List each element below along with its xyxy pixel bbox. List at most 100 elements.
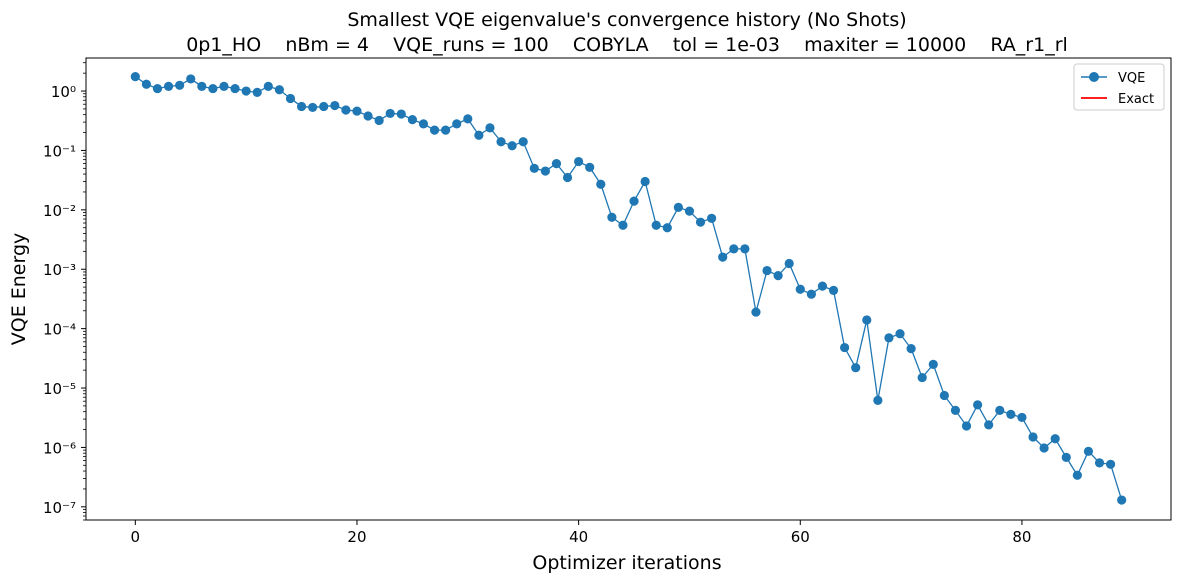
vqe-data-point — [518, 137, 528, 147]
vqe-data-point — [862, 315, 872, 325]
y-axis-label: VQE Energy — [8, 233, 30, 346]
vqe-data-point — [363, 111, 373, 121]
y-tick-label: 10⁻⁵ — [43, 380, 76, 398]
vqe-data-point — [407, 115, 417, 125]
vqe-data-point — [1039, 443, 1049, 453]
x-tick-label: 60 — [791, 528, 810, 546]
vqe-data-point — [130, 72, 140, 82]
vqe-data-point — [1094, 458, 1105, 468]
vqe-data-point — [474, 130, 484, 140]
vqe-data-point — [917, 372, 927, 383]
vqe-data-point — [496, 137, 506, 147]
vqe-data-point — [884, 333, 894, 343]
vqe-data-point — [175, 80, 185, 90]
vqe-data-point — [851, 363, 861, 373]
vqe-data-point — [396, 109, 406, 119]
y-tick-label: 10⁻⁷ — [43, 499, 76, 517]
vqe-data-point — [529, 163, 539, 173]
vqe-data-point — [1083, 446, 1094, 456]
vqe-data-point — [795, 284, 805, 294]
vqe-data-point — [718, 252, 728, 262]
chart-title: Smallest VQE eigenvalue's convergence hi… — [347, 9, 906, 31]
vqe-data-point — [540, 166, 550, 176]
vqe-data-point — [330, 100, 340, 111]
vqe-data-point — [1006, 409, 1016, 419]
vqe-data-point — [695, 217, 706, 227]
vqe-data-point — [562, 172, 573, 183]
legend-vqe-marker — [1089, 72, 1099, 82]
vqe-data-point — [230, 83, 240, 94]
vqe-data-point — [574, 156, 584, 167]
vqe-data-point — [784, 258, 794, 269]
vqe-data-point — [973, 400, 983, 410]
vqe-data-point — [274, 85, 284, 95]
vqe-data-point — [662, 223, 672, 233]
vqe-data-point — [906, 344, 916, 354]
vqe-data-point — [197, 81, 207, 91]
vqe-data-point — [707, 213, 717, 223]
vqe-data-point — [374, 115, 384, 126]
legend-exact-label: Exact — [1118, 92, 1154, 107]
vqe-data-point — [928, 359, 938, 369]
vqe-data-point — [418, 119, 429, 129]
vqe-data-point — [806, 289, 816, 299]
series-layer — [130, 72, 1127, 505]
vqe-data-point — [285, 93, 296, 104]
vqe-data-point — [984, 420, 994, 430]
vqe-data-point — [585, 162, 595, 172]
vqe-data-point — [596, 179, 606, 189]
vqe-data-point — [452, 119, 462, 129]
vqe-data-point — [1050, 434, 1060, 444]
vqe-data-point — [219, 81, 229, 91]
vqe-data-point — [551, 159, 562, 169]
vqe-data-point — [429, 125, 440, 135]
vqe-data-point — [263, 81, 273, 91]
vqe-data-point — [1028, 432, 1038, 442]
vqe-data-point — [961, 421, 972, 431]
vqe-data-point — [640, 176, 650, 187]
y-tick-label: 10⁻⁶ — [43, 439, 76, 457]
vqe-data-point — [773, 271, 783, 281]
vqe-data-point — [252, 87, 262, 97]
x-tick-label: 40 — [569, 528, 588, 546]
vqe-data-point — [618, 220, 628, 230]
vqe-data-point — [441, 125, 451, 135]
vqe-data-point — [939, 390, 949, 401]
vqe-data-point — [1106, 459, 1116, 469]
legend-vqe-label: VQE — [1118, 71, 1145, 86]
y-axis: 10⁻⁷ 10⁻⁶ 10⁻⁵ 10⁻⁴ 10⁻³ 10⁻² 10⁻¹ 10⁰ — [43, 62, 86, 521]
vqe-data-point — [1072, 470, 1082, 480]
vqe-data-point — [141, 79, 151, 89]
vqe-data-point — [319, 101, 329, 112]
y-tick-label: 10⁻³ — [43, 261, 76, 279]
vqe-series-line — [134, 76, 1123, 501]
vqe-data-point — [840, 342, 850, 353]
vqe-data-point — [352, 106, 362, 116]
vqe-data-point — [1061, 452, 1071, 462]
vqe-data-point — [684, 206, 695, 216]
vqe-data-point — [1017, 412, 1027, 423]
chart-subtitle: 0p1_HO nBm = 4 VQE_runs = 100 COBYLA tol… — [186, 34, 1068, 56]
y-tick-label: 10⁻¹ — [43, 142, 76, 160]
vqe-data-point — [208, 83, 218, 94]
vqe-data-point — [1117, 495, 1127, 505]
vqe-data-point — [729, 244, 739, 254]
vqe-data-point — [762, 265, 772, 276]
vqe-data-point — [485, 123, 495, 133]
vqe-data-point — [607, 212, 617, 222]
y-tick-label: 10⁻² — [43, 202, 76, 220]
x-tick-label: 20 — [347, 528, 366, 546]
vqe-data-point — [296, 101, 307, 112]
vqe-data-point — [186, 74, 196, 84]
vqe-data-point — [895, 329, 905, 339]
vqe-data-point — [341, 105, 351, 115]
vqe-data-point — [463, 114, 473, 124]
x-axis: 0 20 40 60 80 — [131, 520, 1031, 546]
vqe-data-point — [507, 141, 517, 151]
x-tick-label: 0 — [131, 528, 141, 546]
vqe-data-point — [673, 202, 683, 212]
vqe-data-point — [308, 102, 318, 113]
vqe-data-point — [950, 405, 961, 416]
vqe-data-point — [385, 108, 395, 119]
